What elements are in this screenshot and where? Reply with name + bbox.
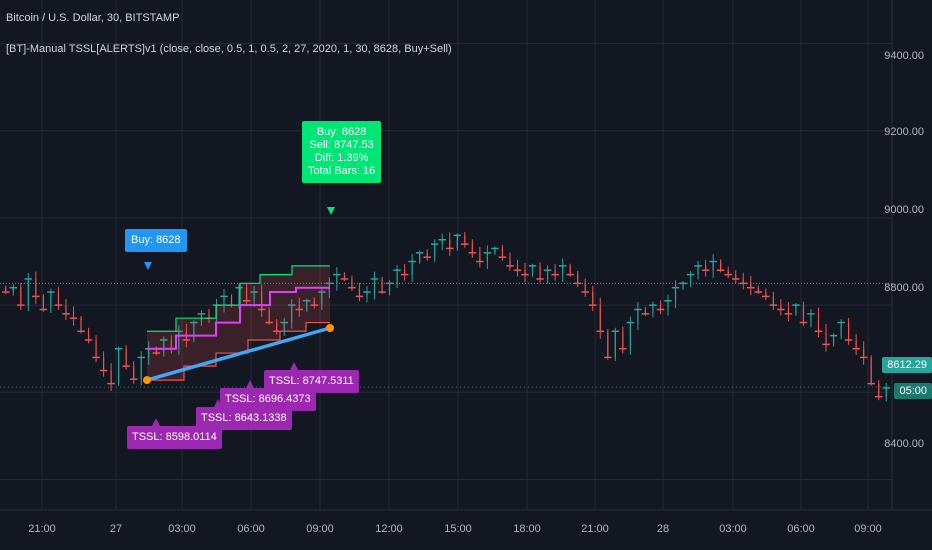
tssl-upper-line [147, 265, 330, 332]
tssl-label-4-pointer [290, 362, 298, 370]
bar-countdown-badge: 05:00 [894, 383, 932, 399]
buy-label: Buy: 8628 [125, 229, 187, 252]
time-tick: 03:00 [168, 523, 196, 535]
time-tick: 18:00 [513, 523, 541, 535]
price-axis-bg [892, 0, 932, 550]
time-tick: 09:00 [854, 523, 882, 535]
time-tick: 06:00 [237, 523, 265, 535]
time-tick: 27 [109, 523, 123, 535]
time-tick: 09:00 [306, 523, 334, 535]
tssl-label-1: TSSL: 8598.0114 [127, 426, 222, 449]
price-tick: 8400.00 [884, 438, 924, 450]
time-tick: 12:00 [375, 523, 403, 535]
buy-point [143, 376, 151, 385]
tssl-label-1-pointer [152, 418, 160, 426]
sell-point [326, 323, 334, 332]
summary-buy: Buy: 8628 [316, 126, 367, 138]
tssl-label-3-pointer [246, 380, 254, 388]
price-tick: 9400.00 [884, 50, 924, 62]
time-tick: 03:00 [719, 523, 747, 535]
symbol-title: Bitcoin / U.S. Dollar, 30, BITSTAMP [6, 12, 180, 24]
summary-label-pointer [327, 207, 335, 215]
time-tick: 06:00 [787, 523, 815, 535]
price-tick: 8800.00 [884, 282, 924, 294]
time-tick: 28 [656, 523, 670, 535]
tssl-label-2: TSSL: 8643.1338 [196, 407, 292, 430]
summary-diff: Diff: 1.39% [314, 152, 369, 164]
time-tick: 21:00 [28, 523, 56, 535]
current-price-badge: 8612.29 [882, 357, 932, 373]
summary-sell: Sell: 8747.53 [309, 139, 374, 151]
buy-label-pointer [144, 262, 152, 270]
trade-line [146, 326, 331, 382]
trade-summary-label: Buy: 8628 Sell: 8747.53 Diff: 1.39% Tota… [302, 121, 382, 183]
tssl-label-3: TSSL: 8696.4373 [220, 388, 316, 411]
price-tick: 9000.00 [884, 204, 924, 216]
tssl-label-4: TSSL: 8747.5311 [264, 370, 359, 393]
time-tick: 15:00 [444, 523, 472, 535]
indicator-title: [BT]-Manual TSSL[ALERTS]v1 (close, close… [6, 43, 452, 55]
tssl-mid-line [147, 286, 330, 350]
time-tick: 21:00 [581, 523, 609, 535]
price-tick: 9200.00 [884, 126, 924, 138]
summary-total-bars: Total Bars: 16 [308, 165, 376, 177]
